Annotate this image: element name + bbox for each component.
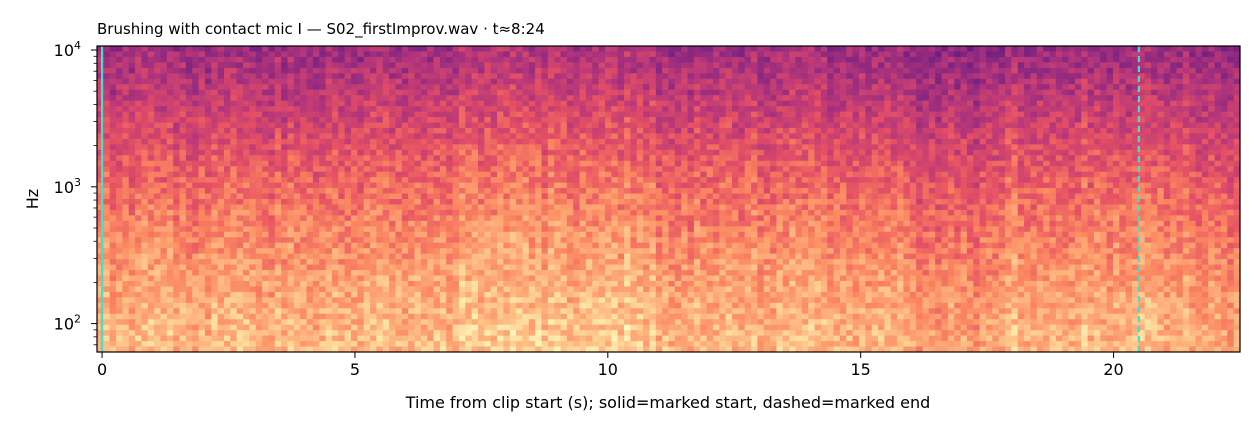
x-axis: 0 5 10 15 20: [97, 352, 1124, 379]
x-tick-label: 10: [598, 360, 618, 379]
x-tick-label: 0: [97, 360, 107, 379]
x-tick-label: 15: [851, 360, 871, 379]
y-axis: 102 103 104: [54, 39, 97, 346]
x-tick-label: 5: [350, 360, 360, 379]
chart-title: Brushing with contact mic I — S02_firstI…: [97, 20, 545, 39]
y-tick-label: 104: [54, 39, 81, 60]
spectrogram-heatmap: [97, 46, 1240, 352]
y-axis-label: Hz: [23, 189, 42, 209]
x-axis-label: Time from clip start (s); solid=marked s…: [405, 393, 931, 412]
x-tick-label: 20: [1103, 360, 1123, 379]
y-tick-label: 102: [54, 313, 81, 334]
plot-frame: [96, 45, 1241, 353]
y-tick-label: 103: [54, 176, 81, 197]
